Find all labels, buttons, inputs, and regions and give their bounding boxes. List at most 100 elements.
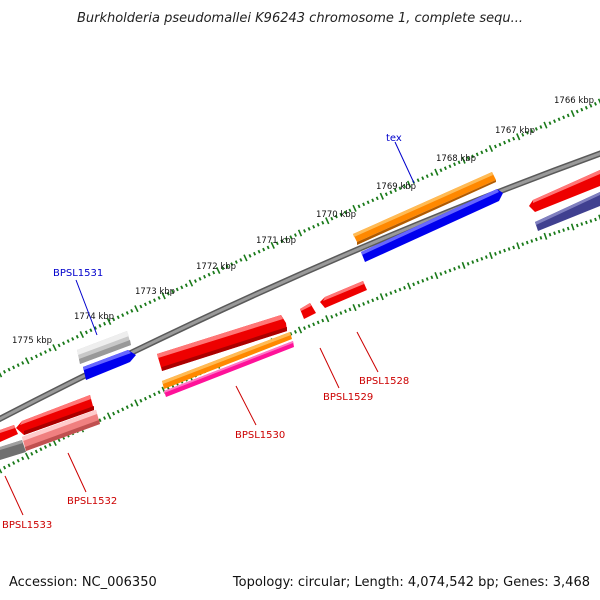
outer-scale-tick [406, 180, 412, 188]
outer-scale-tick [589, 103, 593, 108]
scale-label-1771: 1771 kbp [256, 236, 296, 246]
inner-scale-tick [24, 452, 30, 460]
outer-scale-tick [334, 214, 338, 219]
inner-scale-tick [357, 303, 361, 308]
inner-scale-tick [389, 291, 393, 295]
gene-BPSL1531-blue[interactable] [83, 350, 136, 380]
gene-BPSL1529[interactable] [300, 303, 316, 319]
outer-scale-tick [121, 313, 125, 317]
gene-label-BPSL1529[interactable]: BPSL1529 [323, 392, 373, 403]
outer-scale-tick [21, 361, 25, 365]
outer-scale-tick [66, 339, 70, 343]
inner-scale-tick [448, 268, 452, 273]
outer-scale-tick [439, 168, 443, 173]
inner-scale-tick [488, 251, 493, 260]
outer-scale-tick [293, 233, 297, 237]
outer-scale-tick [161, 292, 166, 300]
label-leaders [4, 141, 415, 516]
outer-scale-tick [257, 249, 261, 254]
outer-scale-tick [493, 144, 497, 149]
inner-scale-tick [553, 231, 556, 236]
outer-scale-tick [0, 372, 3, 378]
inner-scale-tick [384, 293, 388, 297]
gene-BPSL1531-gray[interactable] [77, 331, 131, 364]
gene-right-navy[interactable] [535, 192, 600, 231]
gene-right-red[interactable] [529, 170, 600, 212]
gene-BPSL1530-orange[interactable] [162, 332, 292, 389]
gene-label-BPSL1528[interactable]: BPSL1528 [359, 376, 409, 387]
gene-BPSL1532-pink[interactable] [22, 410, 100, 451]
gene-label-tex[interactable]: tex [386, 133, 402, 144]
gene-BPSL1532-red[interactable] [16, 395, 94, 435]
outer-scale-tick [480, 150, 484, 155]
gene-tex-blue[interactable] [361, 189, 503, 262]
gene-BPSL1533-red[interactable] [0, 425, 18, 442]
outer-scale-tick [530, 129, 534, 133]
inner-scale-tick [453, 266, 456, 271]
outer-scale-tick [321, 220, 325, 225]
outer-scale-tick [103, 321, 107, 326]
inner-scale-tick [457, 265, 461, 269]
outer-scale-tick [297, 229, 303, 237]
outer-scale-tick [125, 311, 129, 315]
outer-scale-tick [266, 245, 270, 250]
outer-scale-tick [430, 172, 434, 177]
outer-scale-tick [597, 98, 600, 104]
genome-stats-text: Topology: circular; Length: 4,074,542 bp… [232, 575, 590, 590]
outer-scale-tick [580, 107, 584, 112]
inner-scale-tick [312, 322, 316, 327]
outer-scale-tick [184, 283, 188, 288]
inner-scale-tick [530, 239, 534, 243]
inner-scale-tick [562, 228, 565, 232]
outer-scale-tick [157, 296, 161, 300]
outer-scale-tick [403, 184, 407, 189]
inner-scale-tick [498, 250, 502, 254]
inner-scale-ring [0, 214, 600, 474]
outer-scale-tick [30, 356, 34, 361]
inner-scale-tick [512, 245, 516, 250]
outer-scale-tick [166, 291, 170, 296]
outer-scale-tick [543, 121, 548, 129]
inner-scale-tick [43, 445, 47, 449]
scale-label-1768: 1768 kbp [436, 154, 476, 164]
outer-scale-tick [139, 304, 143, 309]
outer-scale-tick [425, 174, 429, 179]
inner-scale-tick [3, 465, 7, 470]
outer-scale-tick [488, 144, 494, 153]
gene-label-BPSL1532[interactable]: BPSL1532 [67, 496, 117, 507]
inner-scale-tick [503, 248, 506, 253]
outer-scale-tick [557, 117, 561, 122]
gene-label-BPSL1531[interactable]: BPSL1531 [53, 268, 103, 279]
scale-label-1774: 1774 kbp [74, 312, 114, 322]
scale-label-1775: 1775 kbp [12, 336, 52, 346]
gene-BPSL1530-red[interactable] [157, 315, 287, 371]
gene-label-BPSL1530[interactable]: BPSL1530 [235, 430, 285, 441]
inner-scale-tick [330, 314, 334, 319]
outer-scale-tick [457, 160, 461, 165]
outer-scale-tick [289, 235, 293, 239]
outer-scale-tick [371, 198, 375, 203]
inner-scale-tick [139, 398, 143, 403]
outer-scale-tick [207, 272, 211, 277]
gene-BPSL1533-darkgray[interactable] [0, 440, 26, 460]
outer-scale-tick [521, 132, 525, 137]
gene-tex-orange[interactable] [353, 172, 496, 245]
inner-scale-tick [570, 223, 575, 231]
outer-scale-tick [275, 241, 279, 246]
outer-scale-tick [221, 266, 225, 271]
scale-label-1769: 1769 kbp [376, 182, 416, 192]
inner-scale-tick [157, 390, 161, 395]
inner-scale-tick [325, 315, 330, 323]
outer-scale-tick [89, 328, 93, 333]
outer-scale-tick [2, 369, 7, 374]
gene-label-BPSL1533[interactable]: BPSL1533 [2, 520, 52, 531]
inner-scale-tick [34, 449, 38, 454]
outer-scale-tick [284, 237, 288, 241]
outer-scale-tick [584, 105, 588, 110]
inner-scale-tick [507, 247, 511, 251]
inner-scale-tick [130, 403, 134, 407]
outer-scale-tick [48, 347, 52, 352]
gene-BPSL1530-magenta[interactable] [164, 341, 294, 397]
gene-BPSL1528[interactable] [320, 281, 367, 308]
